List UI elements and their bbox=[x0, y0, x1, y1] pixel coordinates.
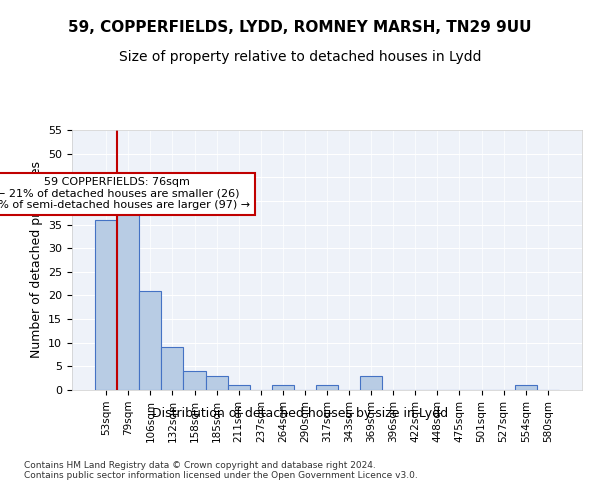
Bar bbox=[227, 386, 250, 390]
Bar bbox=[184, 371, 206, 390]
Text: 59, COPPERFIELDS, LYDD, ROMNEY MARSH, TN29 9UU: 59, COPPERFIELDS, LYDD, ROMNEY MARSH, TN… bbox=[68, 20, 532, 35]
Bar bbox=[117, 178, 139, 390]
Bar bbox=[360, 376, 382, 390]
Text: 59 COPPERFIELDS: 76sqm
← 21% of detached houses are smaller (26)
78% of semi-det: 59 COPPERFIELDS: 76sqm ← 21% of detached… bbox=[0, 178, 250, 210]
Text: Distribution of detached houses by size in Lydd: Distribution of detached houses by size … bbox=[152, 408, 448, 420]
Text: Contains HM Land Registry data © Crown copyright and database right 2024.
Contai: Contains HM Land Registry data © Crown c… bbox=[24, 460, 418, 480]
Bar bbox=[272, 386, 294, 390]
Text: Size of property relative to detached houses in Lydd: Size of property relative to detached ho… bbox=[119, 50, 481, 64]
Bar bbox=[316, 386, 338, 390]
Bar bbox=[161, 348, 184, 390]
Bar bbox=[95, 220, 117, 390]
Bar bbox=[206, 376, 227, 390]
Y-axis label: Number of detached properties: Number of detached properties bbox=[29, 162, 43, 358]
Bar bbox=[515, 386, 537, 390]
Bar bbox=[139, 290, 161, 390]
